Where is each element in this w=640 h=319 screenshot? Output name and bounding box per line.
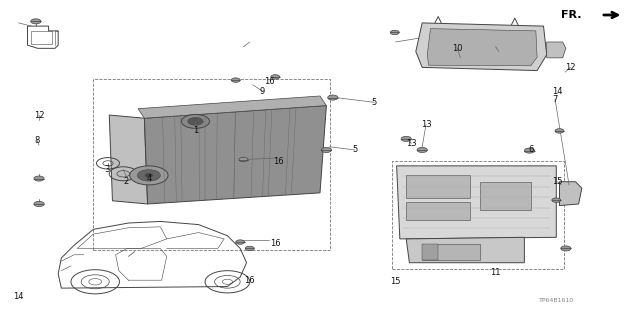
Circle shape [552, 198, 561, 202]
Text: 8: 8 [35, 136, 40, 145]
Circle shape [117, 171, 130, 177]
Text: 15: 15 [552, 177, 563, 186]
Circle shape [401, 136, 412, 141]
Circle shape [31, 19, 41, 24]
Polygon shape [138, 96, 326, 118]
Text: 6: 6 [528, 145, 533, 154]
Circle shape [145, 174, 153, 177]
Text: 16: 16 [244, 276, 255, 285]
Circle shape [231, 78, 240, 82]
Text: 11: 11 [490, 268, 501, 277]
Circle shape [188, 118, 203, 125]
Circle shape [181, 115, 209, 128]
Circle shape [555, 129, 564, 133]
Polygon shape [406, 237, 524, 263]
Circle shape [321, 147, 332, 152]
Polygon shape [559, 182, 582, 205]
Text: 15: 15 [390, 277, 401, 286]
Polygon shape [109, 115, 148, 204]
Text: 7: 7 [552, 95, 557, 104]
Circle shape [130, 166, 168, 185]
Bar [392, 161, 564, 269]
Bar [93, 78, 330, 250]
Bar [479, 182, 531, 210]
Text: 3: 3 [105, 165, 110, 174]
Text: 13: 13 [420, 120, 431, 129]
Bar [422, 244, 479, 260]
Circle shape [271, 75, 280, 79]
Circle shape [417, 147, 428, 152]
Bar [31, 31, 52, 44]
Text: 14: 14 [552, 87, 563, 96]
Text: 13: 13 [406, 139, 417, 148]
Text: 9: 9 [260, 87, 265, 96]
Text: 4: 4 [147, 174, 152, 183]
Circle shape [239, 157, 248, 162]
Polygon shape [416, 23, 547, 70]
Circle shape [328, 95, 338, 100]
Circle shape [561, 246, 571, 251]
Text: 12: 12 [34, 111, 44, 120]
Circle shape [236, 240, 244, 244]
Polygon shape [428, 29, 537, 66]
Polygon shape [547, 42, 566, 58]
Circle shape [245, 246, 254, 251]
Text: 12: 12 [565, 63, 575, 72]
Text: 10: 10 [452, 44, 463, 53]
Circle shape [34, 201, 44, 206]
Circle shape [34, 176, 44, 181]
Text: TP64B1610: TP64B1610 [539, 298, 574, 303]
Circle shape [524, 148, 534, 153]
Text: 2: 2 [124, 177, 129, 186]
Text: 16: 16 [273, 157, 284, 166]
Text: 1: 1 [193, 126, 198, 135]
Circle shape [138, 170, 161, 181]
Bar [406, 202, 470, 220]
Bar [422, 244, 438, 260]
Text: 5: 5 [353, 145, 358, 154]
Text: 14: 14 [13, 292, 24, 300]
Text: 16: 16 [264, 77, 274, 86]
Circle shape [390, 30, 399, 35]
Polygon shape [397, 166, 556, 239]
Text: 5: 5 [372, 98, 377, 107]
Polygon shape [145, 106, 326, 204]
Text: FR.: FR. [561, 10, 582, 20]
Text: 16: 16 [270, 239, 280, 248]
Bar [406, 175, 470, 197]
